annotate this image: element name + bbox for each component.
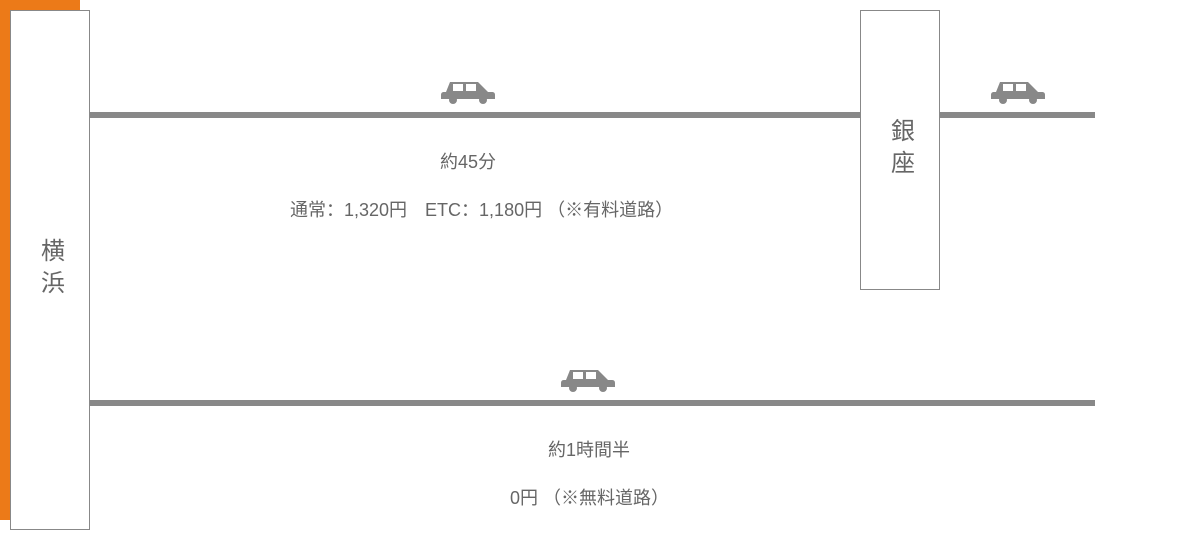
route-line-top-seg1 [90,112,860,118]
route-line-top-seg2 [940,112,1095,118]
route-diagram: 横浜 銀座 歌舞伎座 約45分 通常：1,320円 ETC：1,180円 （※有… [0,0,1187,552]
route-line-bottom [90,400,1095,406]
car-icon [560,362,616,392]
route-top-fare: 通常：1,320円 ETC：1,180円 （※有料道路） [290,196,673,222]
station-mid: 銀座 [860,10,940,290]
station-mid-label: 銀座 [883,118,918,182]
station-origin-label: 横浜 [33,238,68,302]
station-origin: 横浜 [10,10,90,530]
car-icon [440,74,496,104]
route-bottom-time: 約1時間半 [548,436,630,462]
car-icon [990,74,1046,104]
route-top-time: 約45分 [440,148,496,174]
route-bottom-fare: 0円 （※無料道路） [510,484,669,510]
